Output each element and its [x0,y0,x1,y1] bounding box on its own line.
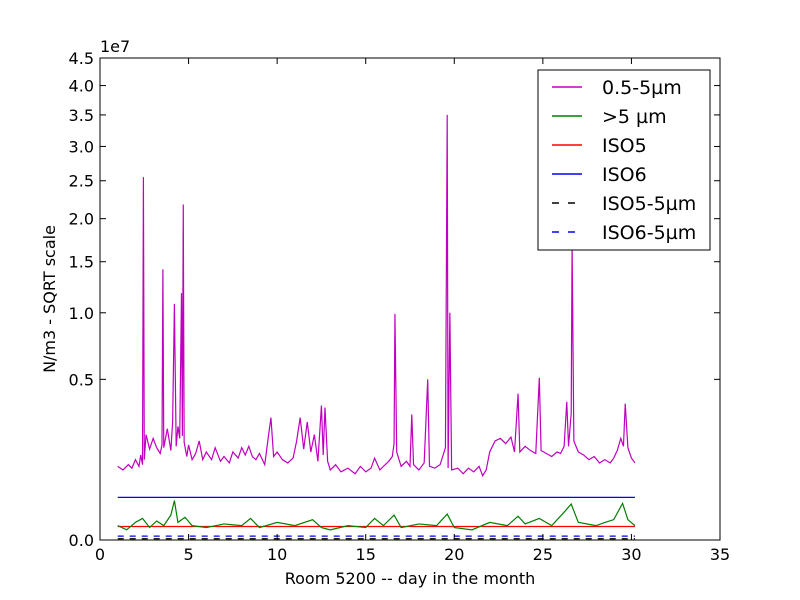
legend-label-5: ISO6-5µm [602,222,696,244]
x-tick-label: 5 [183,545,193,564]
y-axis-label: N/m3 - SQRT scale [40,225,59,373]
y-tick-label: 1.0 [69,304,94,323]
x-tick-label: 20 [444,545,464,564]
y-tick-label: 4.0 [69,77,94,96]
x-axis-label: Room 5200 -- day in the month [285,569,536,588]
legend-label-3: ISO6 [602,164,647,186]
series-line-1 [117,500,636,531]
legend-label-4: ISO5-5µm [602,193,696,215]
y-tick-label: 4.5 [69,49,94,68]
legend-label-2: ISO5 [602,135,647,157]
y-tick-label: 3.0 [69,137,94,156]
legend-label-0: 0.5-5µm [602,77,682,99]
series-layer [117,114,636,540]
legend-label-1: >5 µm [602,106,667,128]
x-tick-label: 35 [710,545,730,564]
x-tick-label: 10 [267,545,287,564]
x-tick-label: 30 [621,545,641,564]
y-tick-label: 3.5 [69,106,94,125]
x-tick-label: 0 [95,545,105,564]
y-offset-text: 1e7 [100,37,130,56]
series-line-0 [117,114,636,478]
y-tick-label: 2.0 [69,210,94,229]
y-tick-label: 0.0 [69,531,94,550]
legend: 0.5-5µm >5 µm ISO5 ISO6 ISO5-5µm ISO6-5µm [537,69,711,251]
plot-frame [99,57,721,541]
y-tick-label: 1.5 [69,253,94,272]
x-tick-label: 15 [356,545,376,564]
y-tick-label: 0.5 [69,370,94,389]
x-tick-label: 25 [533,545,553,564]
legend-frame [537,69,711,251]
ticks-layer: 0 5 10 15 20 25 30 35 0.0 0.5 1.0 1.5 2.0 2.5 3.0 3.5 4.… [69,49,731,564]
y-tick-label: 2.5 [69,172,94,191]
